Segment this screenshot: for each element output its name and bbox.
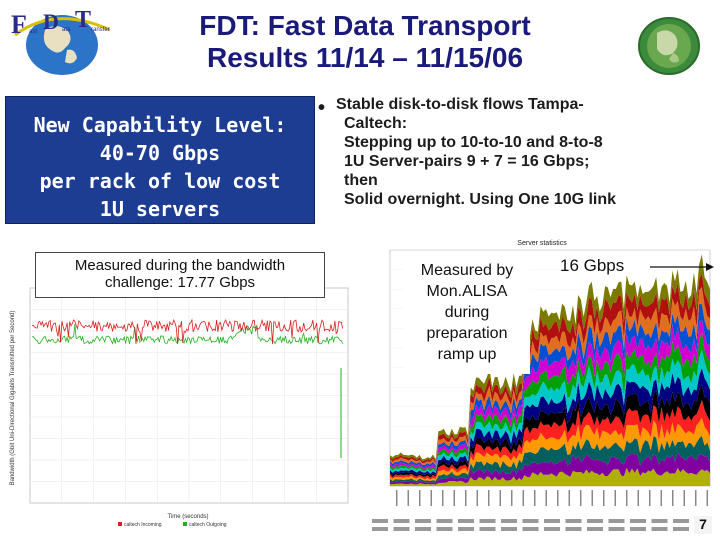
y-axis-title: Bandwidth (Gbit Uni-Directional Gigabits… [10, 311, 16, 486]
incoming-series [31, 318, 344, 345]
series-band [390, 435, 710, 483]
legend-outgoing: caltech Outgoing [189, 522, 227, 528]
series-band [390, 467, 710, 486]
earth-globe-icon [633, 13, 705, 79]
page-number: 7 [694, 516, 712, 534]
series-band [390, 320, 710, 470]
capability-box: New Capability Level: 40-70 Gbps per rac… [5, 96, 315, 224]
series-band [390, 417, 710, 481]
capability-line: 40-70 Gbps [99, 141, 221, 165]
series-band [390, 368, 710, 476]
fdt-letter-d: D [43, 9, 59, 34]
chart-title: Server statistics [517, 240, 567, 247]
legend-swatch-outgoing [183, 522, 187, 526]
series-band [390, 452, 710, 485]
capability-line: per rack of low cost [39, 169, 281, 193]
fdt-small-ata: ata [62, 27, 71, 33]
fdt-small-ransfer: ransfer [91, 27, 110, 33]
series-band [390, 303, 710, 468]
callout-line: Measured during the bandwidth [74, 257, 286, 274]
fdt-small-ast: ast [29, 29, 37, 35]
legend-swatch-incoming [118, 522, 122, 526]
title-line-2: Results 11/14 – 11/15/06 [206, 42, 524, 73]
series-band [390, 384, 710, 478]
callout-line: Mon.ALISA [426, 283, 508, 300]
capability-line: 1U servers [99, 197, 221, 221]
outgoing-series [31, 324, 344, 458]
series-band [390, 273, 710, 464]
series-band [390, 254, 710, 462]
stable-line: Stable disk-to-disk flows Tampa- [336, 96, 584, 113]
stable-flows-text: Stable disk-to-disk flows Tampa- Caltech… [336, 95, 716, 209]
fdt-letter-t: T [75, 7, 91, 33]
legend-incoming: caltech Incoming [124, 522, 162, 528]
capability-line: New Capability Level: [33, 113, 287, 137]
callout-line: during [444, 304, 490, 321]
series-band [390, 349, 710, 474]
annotation-16-gbps: 16 Gbps [560, 256, 650, 276]
callout-line: Measured by [420, 262, 514, 279]
bandwidth-challenge-chart: Bandwidth (Gbit Uni-Directional Gigabits… [8, 248, 356, 530]
stable-line: Solid overnight. Using One 10G link [344, 191, 617, 208]
stacked-area-series [390, 254, 710, 486]
stable-line: Stepping up to 10-to-10 and 8-to-8 [344, 134, 603, 151]
x-axis-title: Time (seconds) [167, 514, 208, 520]
arrow-head-icon [706, 263, 714, 271]
monalisa-callout: Measured by Mon.ALISA during preparation… [404, 254, 530, 374]
callout-line: challenge: 17.77 Gbps [104, 274, 256, 291]
series-band [390, 399, 710, 480]
title-line-1: FDT: Fast Data Transport [199, 10, 531, 41]
bullet-icon: • [318, 97, 326, 119]
series-band [390, 287, 710, 466]
stable-line: then [344, 172, 378, 189]
series-band [390, 331, 710, 472]
x-tick-labels [396, 490, 708, 506]
stable-line: Caltech: [344, 115, 408, 132]
stable-line: 1U Server-pairs 9 + 7 = 16 Gbps; [344, 153, 590, 170]
fdt-letter-f: F [11, 10, 27, 39]
slide-title: FDT: Fast Data Transport Results 11/14 –… [140, 10, 590, 74]
fdt-logo: F D T ast ata ransfer [11, 7, 111, 75]
callout-line: ramp up [437, 346, 497, 363]
callout-line: preparation [426, 325, 508, 342]
challenge-callout: Measured during the bandwidth challenge:… [35, 252, 325, 298]
